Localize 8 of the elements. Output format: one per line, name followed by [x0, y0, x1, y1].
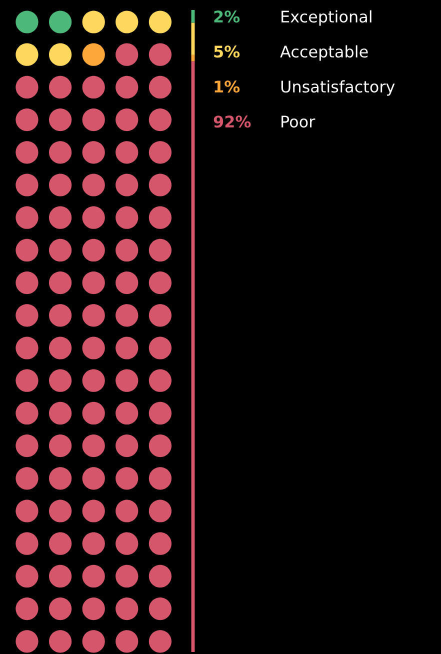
category-label: Unsatisfactory [281, 80, 395, 96]
data-label: 1% [214, 80, 240, 93]
data-label: 92% [214, 116, 251, 128]
data-label: 5% [214, 46, 240, 58]
category-label: Exceptional [282, 10, 372, 26]
category-label: Poor [282, 116, 316, 128]
category-label: Acceptable [280, 45, 368, 61]
data-label: 2% [214, 10, 240, 23]
